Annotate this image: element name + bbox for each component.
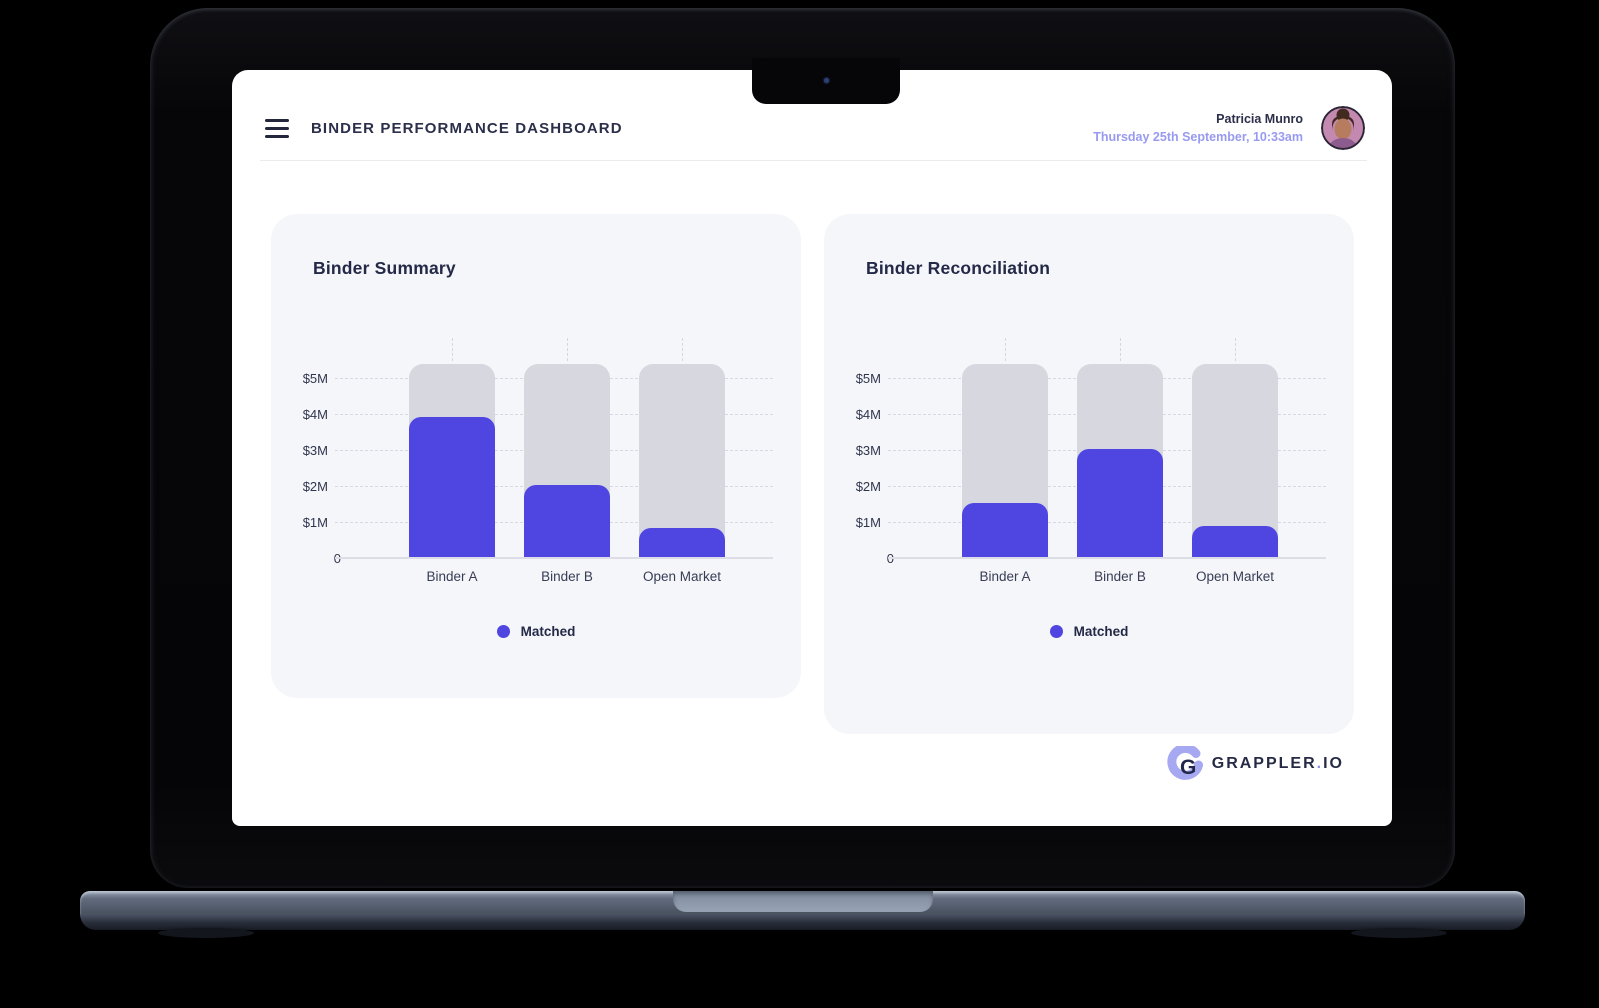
x-category-label: Open Market: [642, 569, 722, 584]
x-axis-line: [888, 557, 1326, 559]
card-title: Binder Reconciliation: [866, 258, 1051, 278]
bar-capacity: [1192, 364, 1278, 557]
laptop-foot-right: [1351, 928, 1447, 938]
x-category-label: Binder A: [979, 569, 1031, 584]
bar-matched: [639, 528, 725, 557]
bar-group-binder-b: [524, 338, 610, 557]
svg-text:G: G: [1180, 756, 1196, 779]
x-axis-labels: Binder A Binder B Open Market: [409, 569, 773, 584]
camera-notch: [752, 58, 900, 104]
chart-plot: $5M $4M $3M $2M $1M 0: [303, 338, 773, 566]
card-title: Binder Summary: [313, 258, 456, 278]
grappler-logo-icon: G: [1167, 743, 1203, 782]
binder-reconciliation-chart: $5M $4M $3M $2M $1M 0 Binder A Binder B Open Mar…: [852, 338, 1326, 584]
app-header: BINDER PERFORMANCE DASHBOARD Patricia Mu…: [232, 70, 1392, 160]
binder-summary-chart: $5M $4M $3M $2M $1M 0 Binder A Binder B Open Mar…: [299, 338, 773, 584]
bar-group-binder-a: [962, 338, 1048, 557]
y-tick-label: 0: [886, 551, 894, 566]
laptop-screen: BINDER PERFORMANCE DASHBOARD Patricia Mu…: [232, 70, 1392, 826]
chart-plot: $5M $4M $3M $2M $1M 0: [856, 338, 1326, 566]
gridline-vertical: [682, 338, 683, 361]
gridline-vertical: [1005, 338, 1006, 361]
bar-group-open-market: [639, 338, 725, 557]
x-axis-line: [335, 557, 773, 559]
bar-group-binder-b: [1077, 338, 1163, 557]
laptop-base: [80, 891, 1525, 938]
gridline-vertical: [1120, 338, 1121, 361]
bar-capacity: [639, 364, 725, 557]
bar-matched: [524, 485, 610, 557]
bar-matched: [409, 417, 495, 557]
x-category-label: Binder B: [541, 569, 593, 584]
bars: [962, 338, 1278, 557]
user-name: Patricia Munro: [1216, 111, 1303, 126]
y-tick-label: $2M: [855, 479, 881, 494]
header-divider: [260, 160, 1367, 161]
y-tick-label: $4M: [302, 407, 328, 422]
legend-dot-matched: [496, 625, 510, 638]
user-block: Patricia Munro Thursday 25th September, …: [1093, 110, 1303, 146]
x-category-label: Open Market: [1195, 569, 1275, 584]
camera-dot: [824, 78, 829, 83]
bar-group-binder-a: [409, 338, 495, 557]
avatar[interactable]: [1321, 106, 1365, 150]
y-tick-label: $2M: [302, 479, 328, 494]
laptop-foot-left: [158, 928, 254, 938]
y-tick-label: $5M: [855, 371, 881, 386]
bar-matched: [1192, 526, 1278, 557]
legend-label: Matched: [1073, 624, 1129, 639]
current-datetime: Thursday 25th September, 10:33am: [1093, 130, 1303, 144]
y-tick-label: $1M: [302, 515, 328, 530]
gridline-vertical: [567, 338, 568, 361]
chart-legend: Matched: [299, 624, 773, 639]
y-tick-label: 0: [333, 551, 341, 566]
x-category-label: Binder A: [426, 569, 478, 584]
bar-matched: [962, 503, 1048, 557]
y-tick-label: $4M: [855, 407, 881, 422]
page-title: BINDER PERFORMANCE DASHBOARD: [311, 119, 623, 137]
y-tick-label: $5M: [302, 371, 328, 386]
y-tick-label: $1M: [855, 515, 881, 530]
chart-legend: Matched: [852, 624, 1326, 639]
grappler-logo: G GRAPPLER.IO: [1167, 743, 1344, 782]
x-axis-labels: Binder A Binder B Open Market: [962, 569, 1326, 584]
legend-label: Matched: [520, 624, 576, 639]
hamburger-menu-icon[interactable]: [265, 118, 289, 138]
laptop-lid: BINDER PERFORMANCE DASHBOARD Patricia Mu…: [150, 8, 1455, 888]
laptop-base-thumb-notch: [672, 891, 933, 912]
grappler-logo-text: GRAPPLER.IO: [1211, 755, 1344, 772]
x-category-label: Binder B: [1094, 569, 1146, 584]
bar-group-open-market: [1192, 338, 1278, 557]
binder-reconciliation-card: Binder Reconciliation $5M $4M $3M $2M $1M 0 Bi…: [824, 214, 1354, 734]
y-tick-label: $3M: [302, 443, 328, 458]
gridline-vertical: [1235, 338, 1236, 361]
y-tick-label: $3M: [855, 443, 881, 458]
gridline-vertical: [452, 338, 453, 361]
legend-dot-matched: [1049, 625, 1063, 638]
laptop-base-bottom: [80, 914, 1525, 930]
bar-matched: [1077, 449, 1163, 557]
bars: [409, 338, 725, 557]
